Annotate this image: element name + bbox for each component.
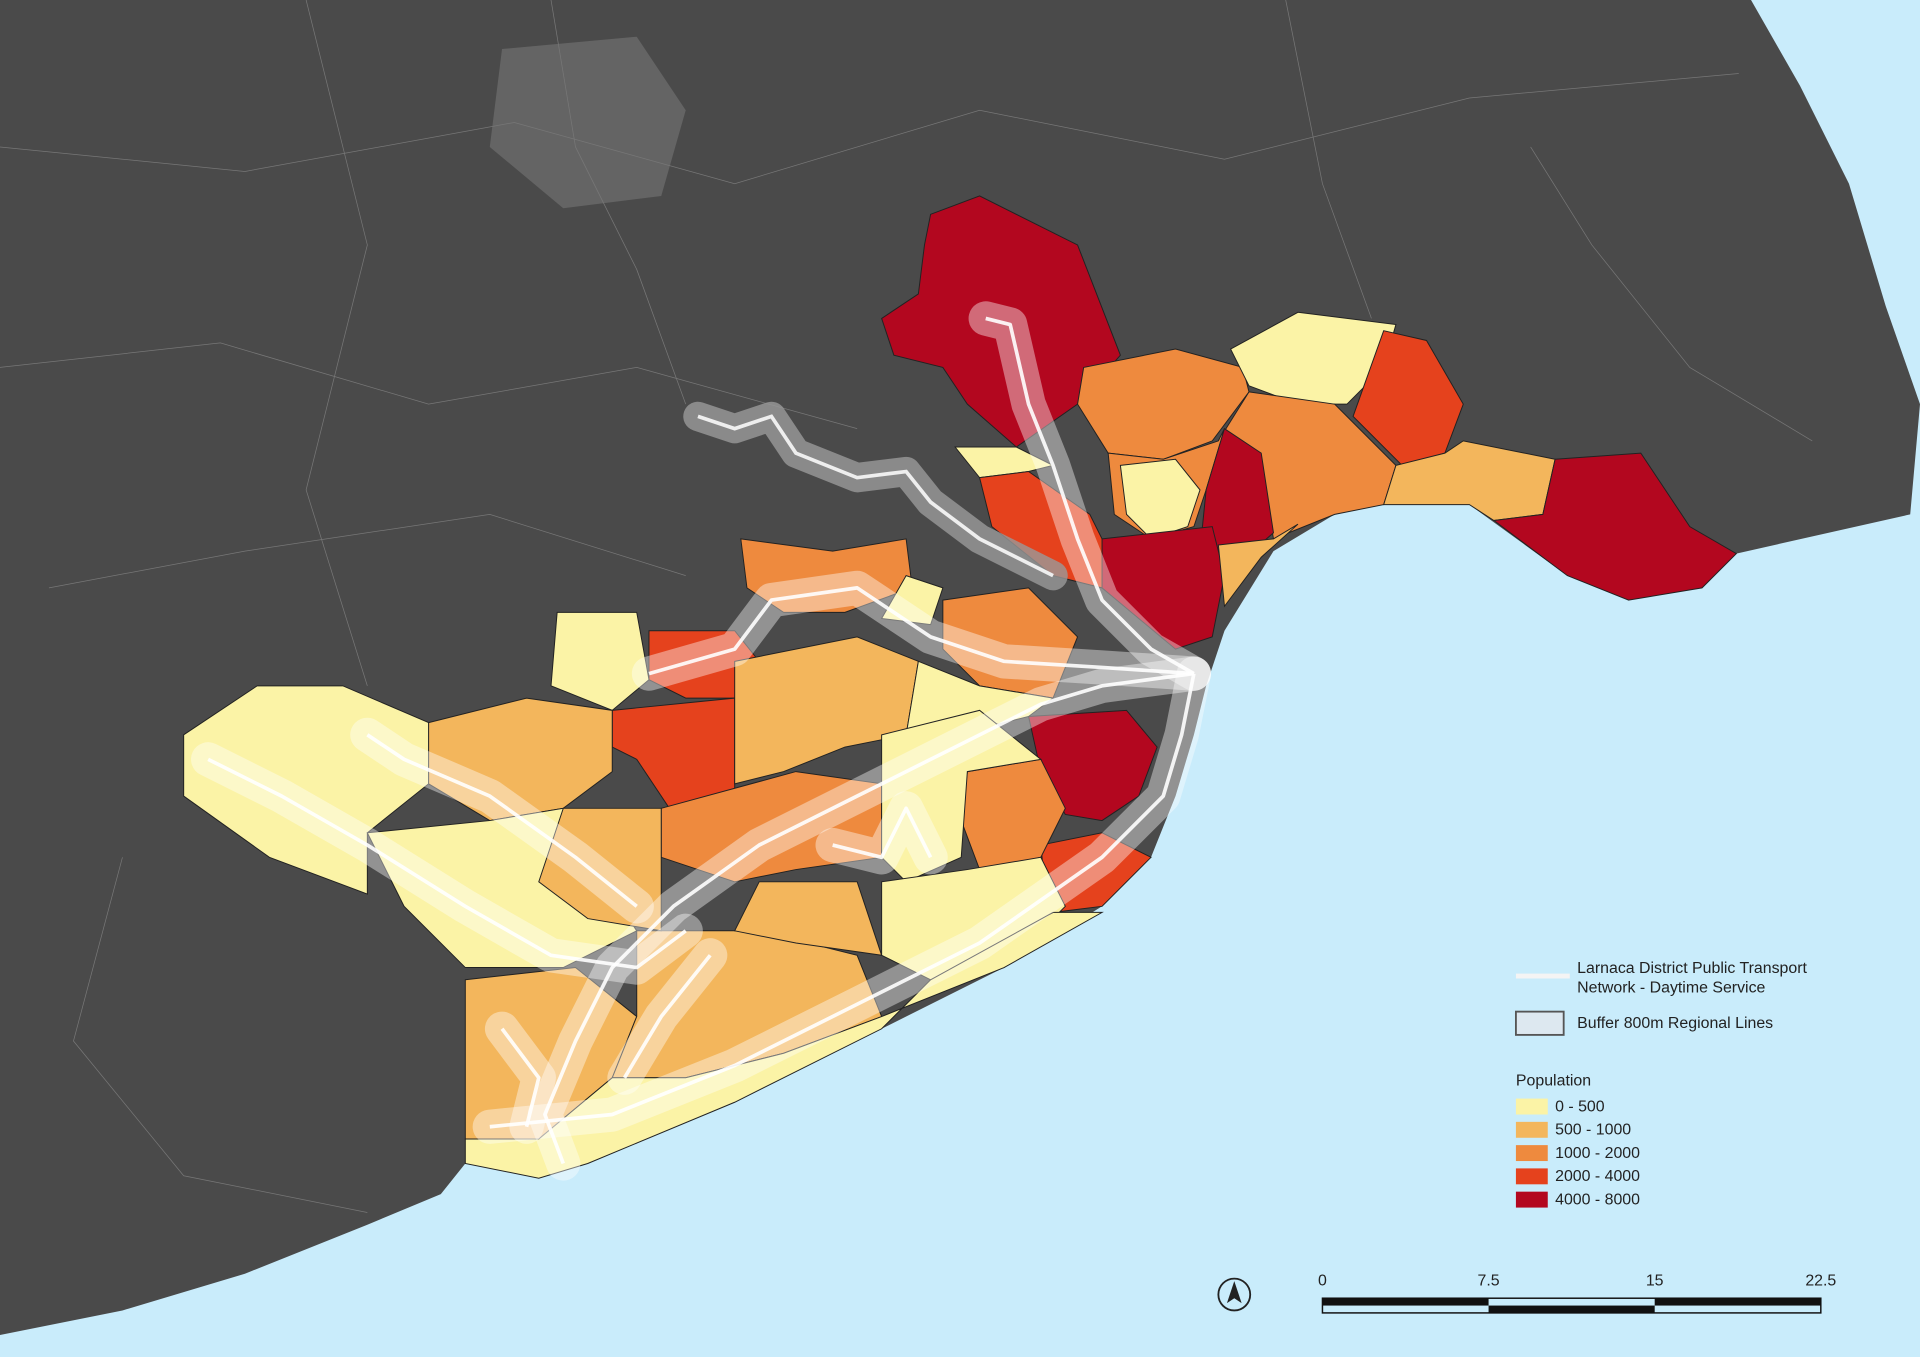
legend-buffer-swatch [1515, 1010, 1565, 1036]
district [1119, 458, 1201, 540]
scale-segment [1322, 1298, 1489, 1306]
legend-label: Larnaca District Public Transport [1577, 960, 1807, 977]
legend-label: 4000 - 8000 [1555, 1191, 1640, 1208]
legend-label: 1000 - 2000 [1555, 1145, 1640, 1162]
legend-title: Population [1516, 1073, 1591, 1090]
legend-swatch [1515, 1145, 1548, 1162]
route-line [543, 671, 1195, 1165]
legend-swatch [1515, 1121, 1548, 1138]
legend-swatch [1515, 1098, 1548, 1115]
legend-label: 2000 - 4000 [1555, 1168, 1640, 1185]
legend-label: 500 - 1000 [1555, 1122, 1631, 1139]
district [183, 685, 430, 895]
route-line [985, 316, 1195, 676]
district [1217, 523, 1299, 608]
route-line [697, 414, 1054, 578]
district [550, 611, 650, 711]
district [660, 771, 883, 883]
scale-outline [1321, 1297, 1822, 1314]
scale-bar: 0 7.5 15 22.5 [1318, 1272, 1836, 1314]
scale-segment [1488, 1305, 1655, 1313]
legend-label: 0 - 500 [1555, 1098, 1605, 1115]
legend-swatch [1515, 1191, 1548, 1208]
legend-swatch [1515, 1168, 1548, 1185]
urban-area [489, 36, 686, 209]
district [734, 636, 919, 785]
legend: Larnaca District Public Transport Network… [1515, 960, 1808, 1208]
route-line [622, 954, 712, 1079]
scale-label: 0 [1318, 1272, 1327, 1289]
scale-label: 7.5 [1478, 1272, 1500, 1289]
district [464, 911, 1104, 1179]
scale-label: 15 [1646, 1272, 1664, 1289]
district [954, 446, 1055, 479]
district [1077, 348, 1250, 460]
route-line [832, 806, 933, 860]
legend-label: Network - Daytime Service [1577, 980, 1765, 997]
scale-label: 22.5 [1805, 1272, 1836, 1289]
legend-label: Buffer 800m Regional Lines [1577, 1015, 1773, 1032]
route-line [500, 1027, 541, 1128]
route-line [366, 733, 638, 908]
route-line [648, 586, 1194, 676]
district [733, 881, 883, 956]
district [1101, 526, 1225, 650]
route-line [207, 757, 687, 970]
district [1492, 452, 1738, 601]
route-line [489, 673, 1196, 1129]
scale-segment [1654, 1298, 1821, 1306]
north-arrow [1217, 1277, 1252, 1312]
